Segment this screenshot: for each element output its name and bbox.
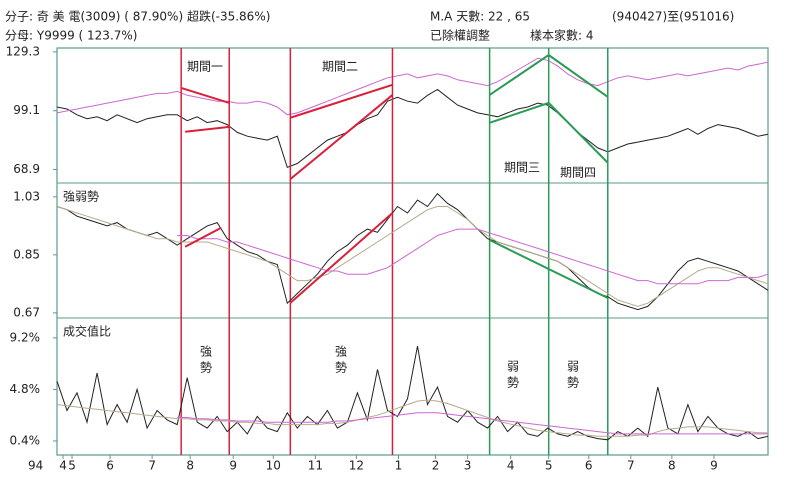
ma-days: M.A 天數: 22 , 65 bbox=[430, 10, 530, 24]
x-tick-label: 8 bbox=[668, 459, 676, 473]
trend-label: 強勢 bbox=[199, 345, 213, 377]
series-line bbox=[56, 192, 769, 311]
x-tick-label: 6 bbox=[106, 459, 114, 473]
numerator: 分子: 奇 美 電(3009) ( 87.90%) 超跌(-35.86%) bbox=[5, 9, 270, 24]
series-line bbox=[56, 88, 769, 169]
x-tick-label: 5 bbox=[68, 459, 76, 473]
series-line bbox=[56, 399, 768, 437]
x-tick-label: 11 bbox=[308, 459, 323, 473]
x-tick-label: 4 bbox=[59, 459, 67, 473]
period-label: 期間二 bbox=[322, 60, 358, 74]
trend-line bbox=[289, 212, 394, 304]
trend-label: 弱勢 bbox=[506, 360, 520, 392]
plot-frame bbox=[56, 47, 769, 456]
date-range: (940427)至(951016) bbox=[612, 10, 734, 24]
series-line bbox=[177, 412, 768, 435]
x-tick-label: 9 bbox=[710, 459, 718, 473]
series-line bbox=[56, 57, 769, 116]
denominator: 分母: Y9999 ( 123.7%) bbox=[5, 29, 137, 43]
sample-count: 樣本家數: 4 bbox=[530, 28, 594, 43]
y-tick-label: 129.3 bbox=[6, 44, 40, 58]
x-tick-label: 1 bbox=[395, 459, 403, 473]
period-label: 期間三 bbox=[504, 161, 540, 175]
y-tick-label: 1.03 bbox=[13, 189, 40, 203]
x-tick-label: 12 bbox=[349, 459, 364, 473]
x-tick-label: 8 bbox=[186, 459, 194, 473]
trend-line bbox=[185, 125, 230, 133]
x-tick-label: 6 bbox=[585, 459, 593, 473]
y-tick-label: 0.67 bbox=[13, 305, 40, 319]
y-tick-label: 68.9 bbox=[13, 162, 40, 176]
x-tick-label: 2 bbox=[432, 459, 440, 473]
trend-line bbox=[289, 94, 394, 180]
series-line bbox=[177, 228, 769, 285]
adjusted: 已除權調整 bbox=[430, 28, 490, 43]
series-line bbox=[56, 206, 769, 307]
year-label: 94 bbox=[28, 459, 43, 473]
y-tick-label: 99.1 bbox=[13, 103, 40, 117]
x-tick-label: 5 bbox=[545, 459, 553, 473]
trend-label: 強勢 bbox=[334, 345, 348, 377]
panel-title: 成交值比 bbox=[63, 324, 111, 339]
series-line bbox=[56, 346, 769, 441]
trend-line bbox=[184, 226, 222, 248]
trend-line bbox=[290, 83, 393, 119]
trend-label: 弱勢 bbox=[566, 360, 580, 392]
period-label: 期間四 bbox=[560, 166, 596, 180]
period-label: 期間一 bbox=[187, 60, 223, 74]
trend-line bbox=[489, 239, 609, 299]
x-tick-label: 4 bbox=[507, 459, 515, 473]
y-tick-label: 0.4% bbox=[10, 433, 41, 447]
trend-line bbox=[180, 86, 230, 104]
x-tick-label: 9 bbox=[229, 459, 237, 473]
x-tick-label: 7 bbox=[148, 459, 156, 473]
y-tick-label: 4.8% bbox=[10, 382, 41, 396]
x-tick-label: 7 bbox=[627, 459, 635, 473]
panel-title: 強弱勢 bbox=[63, 189, 99, 204]
x-tick-label: 3 bbox=[464, 459, 472, 473]
y-tick-label: 9.2% bbox=[10, 330, 41, 344]
x-tick-label: 10 bbox=[266, 459, 281, 473]
y-tick-label: 0.85 bbox=[13, 247, 40, 261]
